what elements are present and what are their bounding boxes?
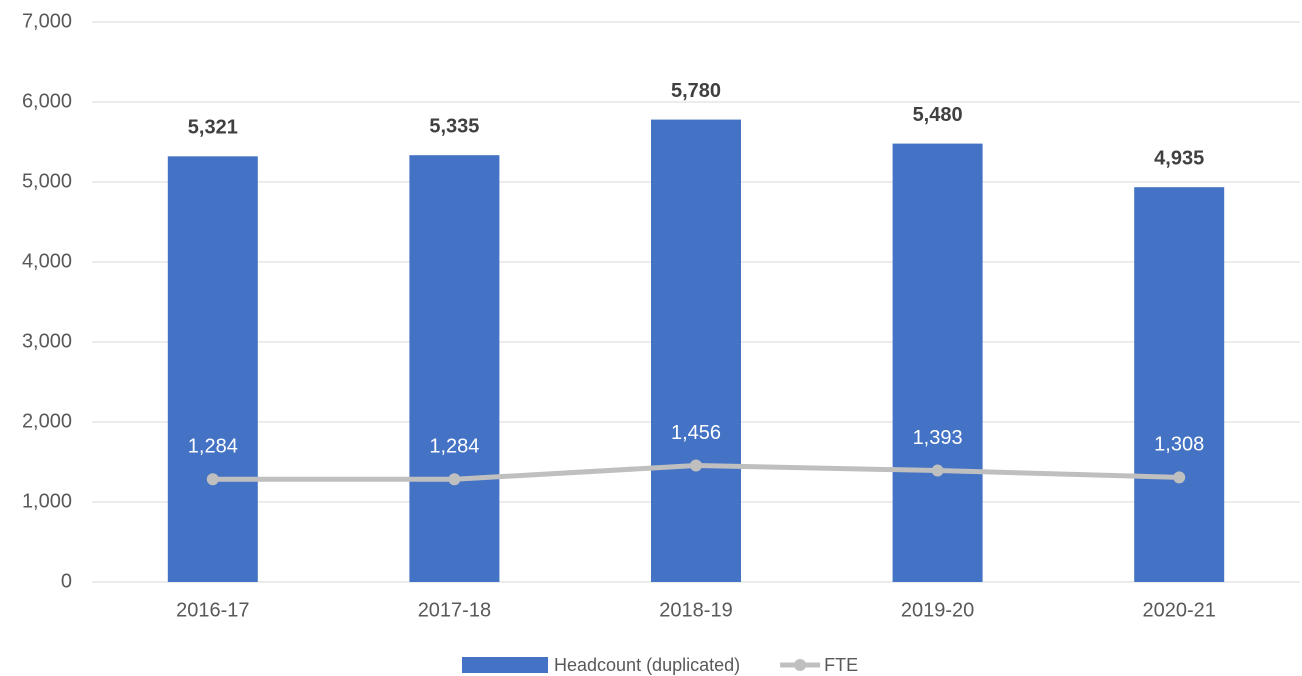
line-point <box>1173 471 1186 484</box>
x-tick-label: 2019-20 <box>901 599 974 621</box>
line-point <box>931 464 944 477</box>
y-tick-label: 3,000 <box>22 330 72 352</box>
y-tick-label: 0 <box>61 570 72 592</box>
line-point <box>690 459 702 472</box>
bar-value-label: 5,480 <box>913 104 963 126</box>
bar-value-label: 5,780 <box>671 80 721 102</box>
y-tick-label: 4,000 <box>22 250 72 272</box>
bar <box>651 119 741 582</box>
bar-value-label: 4,935 <box>1154 147 1204 169</box>
line-point <box>206 473 219 486</box>
bar-value-label: 5,335 <box>429 115 479 137</box>
bar <box>409 155 500 582</box>
line-value-label: 1,393 <box>913 427 963 449</box>
x-tick-label: 2018-19 <box>659 599 732 621</box>
x-tick-label: 2017-18 <box>418 599 491 621</box>
y-tick-label: 1,000 <box>22 490 72 512</box>
y-tick-label: 5,000 <box>22 170 72 192</box>
y-tick-label: 6,000 <box>22 90 72 112</box>
line-value-label: 1,308 <box>1154 434 1204 456</box>
y-tick-label: 7,000 <box>22 10 72 32</box>
bar-value-label: 5,321 <box>188 117 238 139</box>
bar <box>167 156 258 582</box>
legend-swatch <box>462 657 548 673</box>
line-value-label: 1,456 <box>671 422 721 444</box>
legend-label: Headcount (duplicated) <box>554 655 740 675</box>
x-tick-label: 2016-17 <box>176 599 249 621</box>
x-tick-label: 2020-21 <box>1142 599 1215 621</box>
bar <box>1134 187 1225 582</box>
legend-swatch <box>794 659 807 671</box>
bar <box>892 143 983 582</box>
line-point <box>448 473 461 486</box>
y-tick-label: 2,000 <box>22 410 72 432</box>
line-value-label: 1,284 <box>188 436 238 458</box>
legend-label: FTE <box>824 655 858 675</box>
line-value-label: 1,284 <box>429 436 479 458</box>
